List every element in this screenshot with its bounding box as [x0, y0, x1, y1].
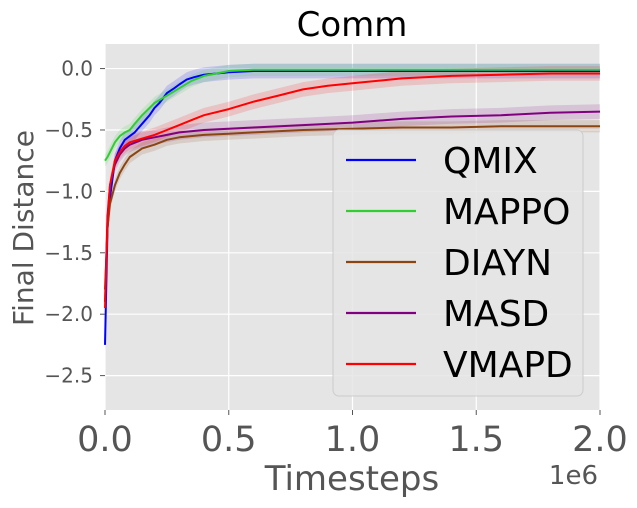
x-tick-label: 1.0 [325, 420, 381, 460]
line-mappo [104, 68, 600, 162]
line-qmix [104, 70, 600, 345]
y-tick-label: −2.5 [44, 364, 93, 388]
legend: QMIX MAPPO DIAYN MASD VMAPD [332, 129, 584, 397]
line-masd [104, 110, 601, 302]
x-axis-label: Timesteps [264, 459, 439, 499]
legend-label-masd: MASD [443, 294, 549, 335]
y-axis-label: Final Distance [7, 130, 40, 326]
chart-title: Comm [297, 5, 408, 45]
y-tick-label: 0.0 [61, 57, 93, 81]
y-tick-label: −0.5 [44, 118, 93, 142]
x-tick-label: 1.5 [448, 420, 504, 460]
legend-label-diayn: DIAYN [443, 243, 552, 284]
line-vmapd [104, 72, 600, 309]
y-axis: 0.0 −0.5 −1.0 −1.5 −2.0 −2.5 [44, 57, 105, 388]
x-tick-label: 2.0 [572, 420, 628, 460]
legend-label-mappo: MAPPO [443, 192, 570, 233]
legend-label-qmix: QMIX [443, 141, 538, 182]
y-tick-label: −1.5 [44, 241, 93, 265]
x-tick-label: 0.5 [201, 420, 257, 460]
series-lines [104, 68, 601, 345]
y-tick-label: −2.0 [44, 302, 93, 326]
y-tick-label: −1.0 [44, 179, 93, 203]
x-tick-label: 0.0 [77, 420, 133, 460]
legend-frame [332, 129, 584, 397]
x-axis-offset-label: 1e6 [549, 461, 598, 491]
x-axis: 0.0 0.5 1.0 1.5 2.0 [77, 410, 628, 460]
line-diayn [104, 125, 600, 290]
legend-label-vmapd: VMAPD [443, 345, 573, 386]
